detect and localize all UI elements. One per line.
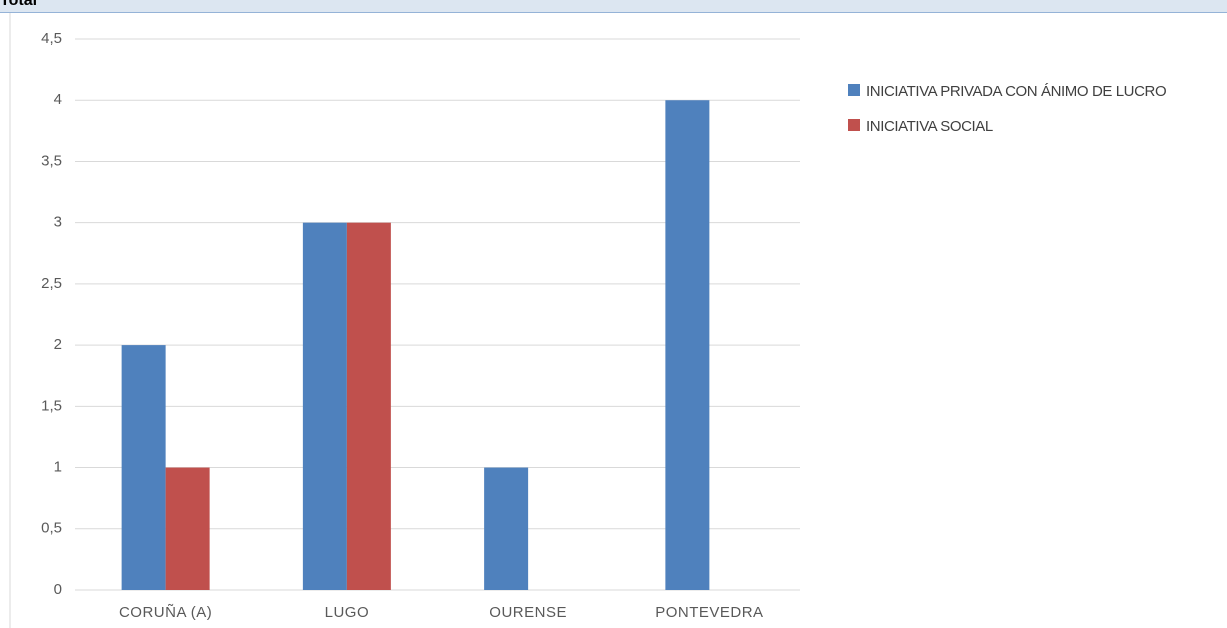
y-tick-label: 0,5 — [41, 520, 62, 537]
header-label: Total — [0, 0, 38, 9]
bar — [165, 467, 210, 590]
bar — [121, 345, 166, 590]
y-tick-label: 2 — [54, 336, 62, 353]
bar — [302, 222, 347, 590]
bar — [346, 222, 391, 590]
legend-swatch — [848, 119, 860, 131]
y-tick-label: 3 — [54, 214, 62, 231]
legend-label: INICIATIVA SOCIAL — [866, 118, 993, 135]
bar — [665, 100, 710, 590]
legend-entry: INICIATIVA PRIVADA CON ÁNIMO DE LUCRO — [848, 76, 1218, 107]
y-tick-label: 4 — [54, 91, 62, 108]
legend: INICIATIVA PRIVADA CON ÁNIMO DE LUCRO INI… — [848, 76, 1218, 146]
y-tick-label: 4,5 — [41, 30, 62, 47]
y-tick-label: 0 — [54, 581, 62, 598]
x-tick-label: CORUÑA (A) — [119, 604, 212, 621]
y-tick-label: 3,5 — [41, 152, 62, 169]
y-tick-label: 1 — [54, 459, 62, 476]
y-tick-label: 1,5 — [41, 397, 62, 414]
header-strip: Total — [0, 0, 1227, 13]
y-tick-label: 2,5 — [41, 275, 62, 292]
x-tick-label: OURENSE — [489, 604, 567, 621]
bar — [484, 467, 529, 590]
x-tick-label: PONTEVEDRA — [655, 604, 763, 621]
legend-entry: INICIATIVA SOCIAL — [848, 111, 1218, 142]
x-tick-label: LUGO — [325, 604, 370, 621]
legend-label: INICIATIVA PRIVADA CON ÁNIMO DE LUCRO — [866, 83, 1167, 100]
legend-swatch — [848, 84, 860, 96]
